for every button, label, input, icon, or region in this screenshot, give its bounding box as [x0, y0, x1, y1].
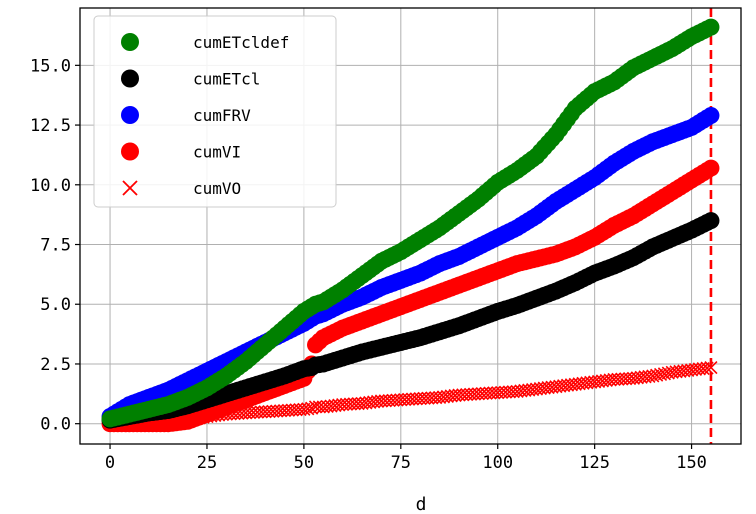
plot-area: [101, 18, 720, 433]
data-point: [700, 361, 714, 375]
data-point: [301, 402, 315, 416]
legend-label: cumETcldef: [193, 33, 289, 52]
y-tick-label: 10.0: [30, 176, 71, 196]
x-tick-label: 125: [579, 453, 610, 473]
x-tick-label: 25: [197, 453, 217, 473]
legend-label: cumVO: [193, 179, 241, 198]
y-tick-label: 12.5: [30, 116, 71, 136]
plot-frame: [79, 7, 742, 445]
data-point: [653, 367, 668, 382]
y-tick-label: 7.5: [40, 236, 71, 256]
legend-item: cumETcl: [121, 69, 260, 89]
data-point: [657, 367, 671, 381]
legend-marker-circle: [121, 33, 139, 51]
x-tick-label: 100: [482, 453, 513, 473]
data-point: [650, 368, 664, 382]
data-point: [704, 360, 718, 375]
x-tick-label: 0: [105, 453, 115, 473]
legend-label: cumFRV: [193, 106, 251, 125]
legend: cumETcldef cumETcl cumFRV cumVI cumVO: [93, 15, 337, 208]
legend-label: cumVI: [193, 143, 241, 162]
data-point: [646, 369, 660, 383]
data-point: [702, 18, 720, 36]
x-tick-label: 150: [676, 453, 707, 473]
legend-label: cumETcl: [193, 70, 260, 89]
x-axis-label: d: [416, 494, 427, 514]
legend-marker-x: [122, 180, 138, 196]
axis-ticks: 0 25 50 75 100 125 150 0.0 2.5 5.0 7.5 10.0 12.5 15.0: [30, 56, 707, 473]
y-tick-label: 0.0: [40, 415, 71, 435]
y-tick-label: 15.0: [30, 56, 71, 76]
y-tick-label: 2.5: [40, 355, 71, 375]
data-point: [702, 159, 720, 177]
x-tick-label: 50: [294, 453, 314, 473]
legend-item: cumFRV: [121, 106, 251, 125]
legend-marker-circle: [121, 142, 139, 161]
data-point: [702, 107, 720, 125]
y-tick-label: 5.0: [40, 295, 71, 315]
legend-box: [93, 15, 337, 208]
legend-marker-circle: [121, 106, 139, 124]
legend-marker-circle: [121, 69, 139, 88]
x-tick-label: 75: [391, 453, 411, 473]
series-cumETcldef: [101, 18, 720, 428]
legend-item: cumVO: [122, 179, 241, 198]
data-point: [702, 212, 720, 230]
legend-item: cumVI: [121, 142, 241, 162]
legend-item: cumETcldef: [121, 33, 289, 52]
